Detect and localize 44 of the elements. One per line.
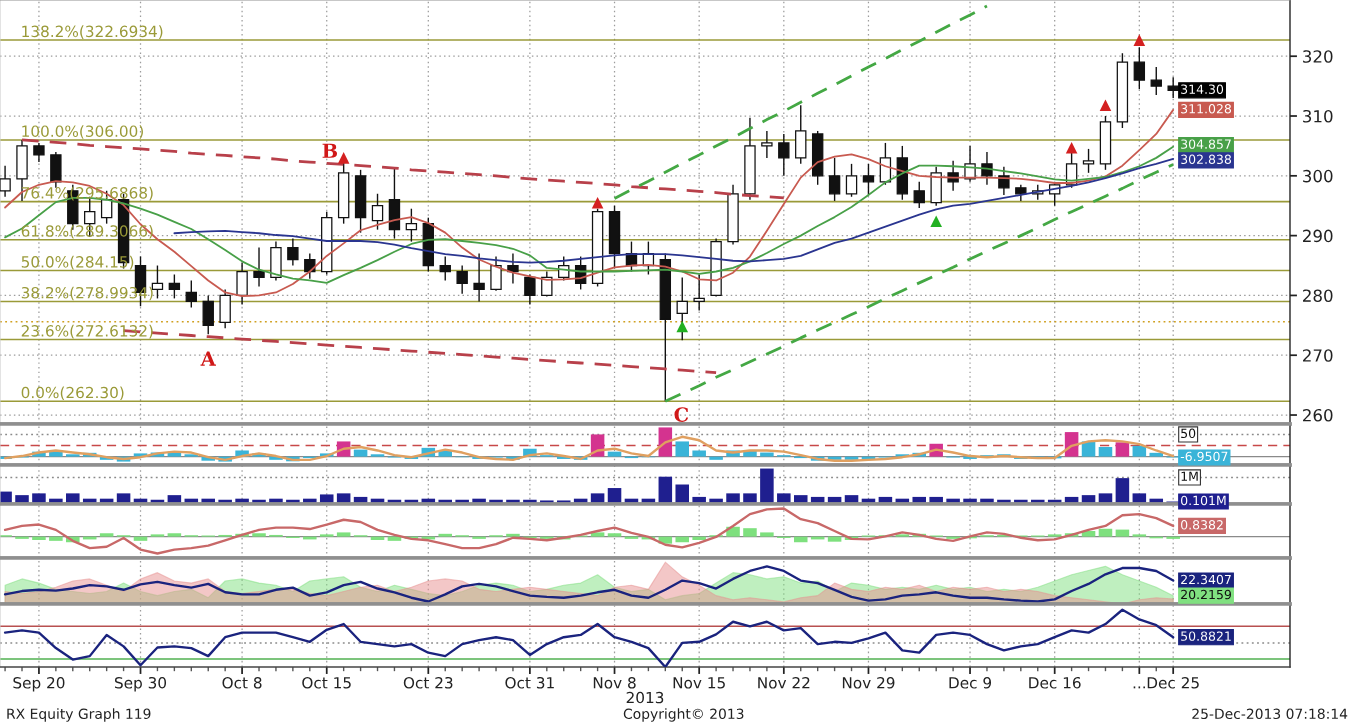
annotation: A <box>200 351 216 366</box>
annotation: 1M <box>1181 471 1198 481</box>
x-tick-label: Oct 31 <box>505 676 554 689</box>
x-tick-label: Nov 15 <box>673 677 725 689</box>
y-tick-label: 260 <box>1303 408 1333 422</box>
x-tick-label: Nov 8 <box>593 676 636 689</box>
x-tick-label: Oct 8 <box>222 676 262 689</box>
x-tick-label: Nov 29 <box>842 676 895 689</box>
data-label: 311.028 <box>1181 104 1232 114</box>
x-tick-label: Sep 30 <box>114 676 167 692</box>
y-tick-label: 270 <box>1303 349 1333 362</box>
y-tick-label: 290 <box>1303 229 1333 243</box>
x-tick-label: Nov 22 <box>758 676 810 689</box>
x-tick-label: Dec 9 <box>949 676 992 689</box>
text: 314.30 <box>1181 84 1224 94</box>
text: RX Equity Graph 119 <box>7 708 151 722</box>
annotation: 50 <box>1181 428 1196 439</box>
annotation: 50.8821 <box>1181 631 1231 641</box>
ref-line-label: 23.6%(272.6132) <box>21 324 153 339</box>
annotation: -6.9507 <box>1180 451 1228 462</box>
x-axis-title: 2013 <box>626 691 664 704</box>
y-tick-label: 320 <box>1303 50 1333 63</box>
y-tick-label: 280 <box>1303 289 1333 302</box>
ref-line-label: 100.0%(306.00) <box>22 125 143 139</box>
x-tick-label: ... <box>1133 686 1145 689</box>
x-tick-label: Oct 23 <box>403 676 453 689</box>
text: Copyright© 2013 <box>623 708 744 722</box>
ref-line-label: 0.0%(262.30) <box>21 386 124 401</box>
x-tick-label: Sep 20 <box>13 676 65 692</box>
annotation: C <box>674 407 689 422</box>
x-tick-label: Dec 16 <box>1029 676 1081 689</box>
x-tick-label: Dec 25 <box>1147 676 1199 689</box>
annotation: 0.8382 <box>1181 520 1223 530</box>
data-label: 304.857 <box>1181 139 1231 149</box>
annotation: 20.2159 <box>1181 589 1231 600</box>
annotation: B <box>322 143 338 158</box>
y-tick-label: 310 <box>1303 109 1333 123</box>
ref-line-label: 138.2%(322.6934) <box>22 25 163 39</box>
text: 25-Dec-2013 07:18:14 <box>1192 708 1348 720</box>
y-tick-label: 300 <box>1303 169 1333 183</box>
data-label: 302.838 <box>1181 154 1232 165</box>
annotation: 22.3407 <box>1181 574 1231 585</box>
x-tick-label: Oct 15 <box>302 676 351 689</box>
annotation: 0.101M <box>1181 495 1226 506</box>
